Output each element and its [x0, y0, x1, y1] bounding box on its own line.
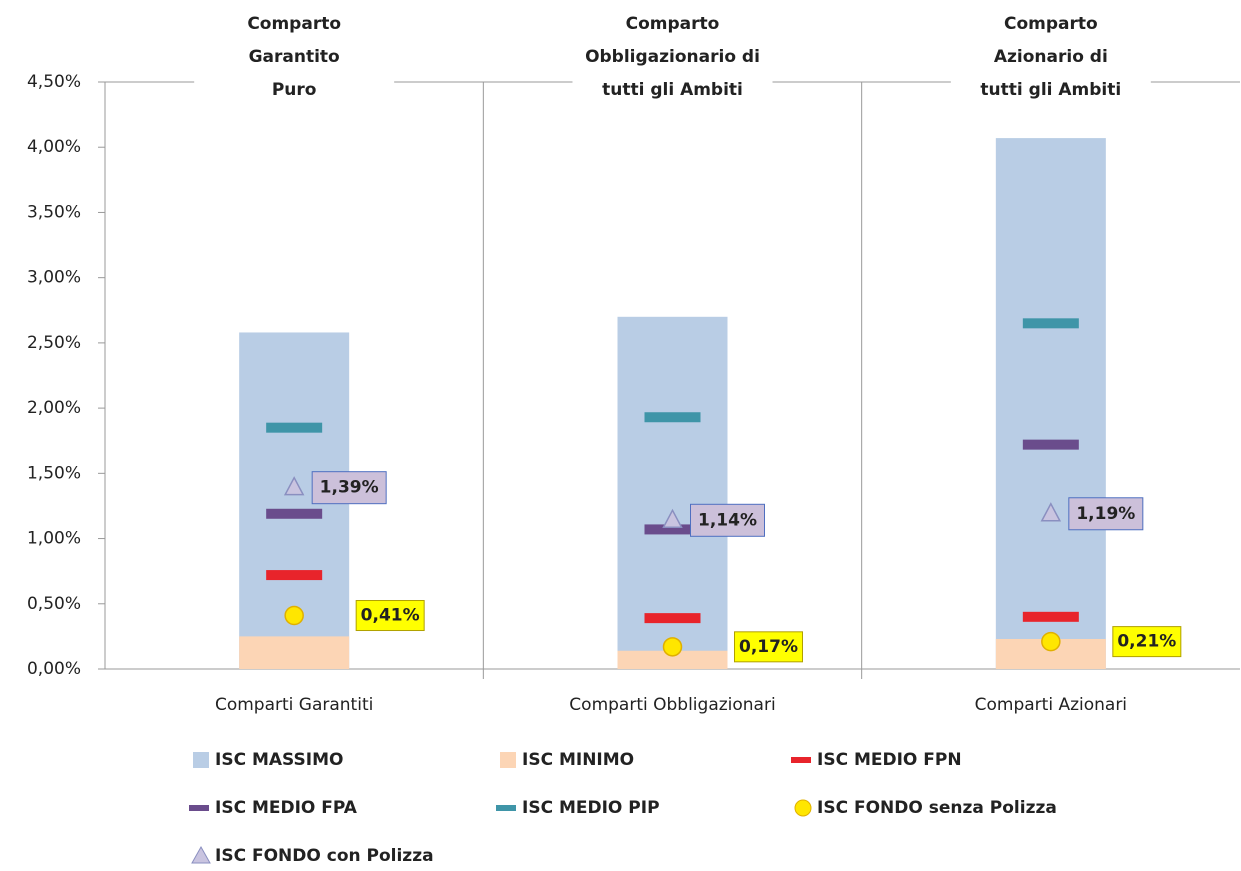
annotation: tutti gli Ambiti [980, 80, 1121, 100]
y-tick-label: 0,50% [27, 594, 81, 614]
data-label: 0,21% [1117, 632, 1176, 652]
dash [266, 422, 323, 433]
label-box [690, 503, 765, 537]
dot [284, 605, 304, 626]
legend-swatch [500, 752, 516, 768]
data-label: 1,14% [698, 510, 757, 530]
legend-label: ISC MEDIO FPN [817, 750, 962, 770]
y-tick-label: 2,50% [27, 333, 81, 353]
legend-swatch [794, 799, 812, 817]
bar [617, 650, 728, 669]
dash [644, 412, 701, 423]
bar [995, 138, 1106, 669]
annotation-bg [950, 8, 1151, 100]
data-label: 1,19% [1076, 504, 1135, 524]
label-box [355, 600, 425, 632]
label-box [1112, 626, 1182, 658]
legend-label: ISC MEDIO PIP [522, 798, 660, 818]
annotation: Azionario di [994, 47, 1108, 67]
legend-label: ISC MINIMO [522, 750, 634, 770]
legend-swatch [191, 845, 211, 864]
legend-label: ISC FONDO con Polizza [215, 846, 434, 866]
legend-swatch [791, 757, 811, 763]
legend-label: ISC MEDIO FPA [215, 798, 358, 818]
y-tick-label: 2,00% [27, 398, 81, 418]
dot [1041, 631, 1061, 652]
y-tick-label: 4,00% [27, 137, 81, 157]
annotation: Comparto [1004, 14, 1098, 34]
legend-label: ISC MASSIMO [215, 750, 343, 770]
x-tick-label: Comparti Azionari [975, 695, 1127, 715]
legend-label: ISC FONDO senza Polizza [817, 798, 1057, 818]
annotation-bg [572, 8, 773, 100]
label-box [734, 631, 803, 663]
annotation-bg [194, 8, 395, 100]
dash [644, 613, 701, 624]
data-label: 0,17% [739, 637, 798, 657]
x-tick-label: Comparti Obbligazionari [569, 695, 775, 715]
data-label: 1,39% [320, 478, 379, 498]
triangle [662, 508, 683, 529]
annotation: Obbligazionario di [585, 47, 760, 67]
y-tick-label: 4,50% [27, 72, 81, 92]
dot [662, 637, 683, 657]
dash [644, 524, 701, 535]
data-label: 0,41% [361, 606, 420, 626]
bar [617, 316, 728, 669]
dash [266, 570, 323, 581]
y-tick-label: 3,00% [27, 268, 81, 288]
annotation: Garantito [249, 47, 340, 67]
y-tick-label: 0,00% [27, 659, 81, 679]
legend-swatch [189, 805, 209, 811]
x-tick-label: Comparti Garantiti [215, 695, 373, 715]
dash [1022, 611, 1079, 622]
dash [1022, 439, 1079, 450]
y-tick-label: 1,00% [27, 529, 81, 549]
annotation: Comparto [247, 14, 341, 34]
triangle [283, 476, 305, 496]
bar [239, 636, 350, 669]
annotation: Comparto [626, 14, 720, 34]
legend-swatch [193, 752, 209, 768]
legend-swatch [496, 805, 516, 811]
label-box [311, 471, 387, 505]
annotation: tutti gli Ambiti [602, 80, 743, 100]
label-box [1068, 497, 1144, 531]
triangle [1040, 502, 1062, 522]
dash [266, 508, 323, 519]
y-tick-label: 1,50% [27, 463, 81, 483]
annotation: Puro [272, 80, 317, 100]
dash [1022, 318, 1079, 329]
y-tick-label: 3,50% [27, 202, 81, 222]
